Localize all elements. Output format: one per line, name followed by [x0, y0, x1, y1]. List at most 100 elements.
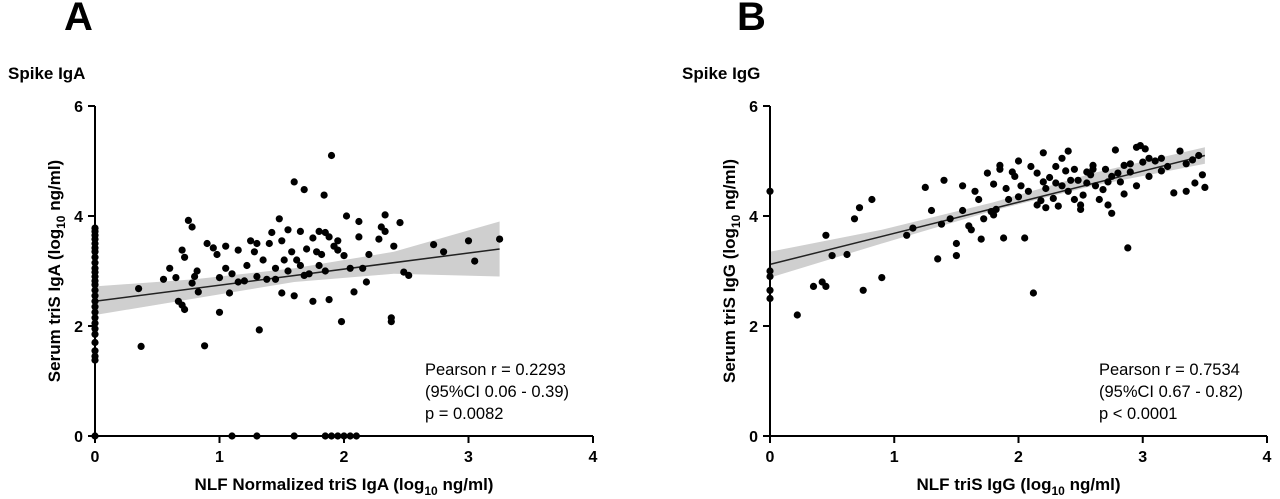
- x-tick-label: 4: [589, 449, 598, 466]
- x-tick-label: 0: [766, 449, 775, 466]
- data-point: [280, 256, 288, 264]
- data-point: [340, 252, 348, 260]
- data-point: [184, 216, 192, 224]
- data-point: [381, 211, 389, 219]
- data-point: [290, 178, 298, 186]
- data-point: [355, 233, 363, 241]
- panel-b: B Spike IgG 0 1 2 3 4 0 2 4 6 NLF triS IgG (log1…: [682, 0, 1272, 498]
- data-point: [921, 183, 929, 191]
- data-point: [1017, 182, 1025, 190]
- data-point: [1157, 154, 1165, 162]
- data-point: [793, 311, 801, 319]
- data-point: [396, 219, 404, 227]
- data-point: [1108, 209, 1116, 217]
- data-point: [305, 270, 313, 278]
- data-point: [992, 205, 1000, 213]
- data-point: [253, 272, 261, 281]
- data-point: [284, 226, 292, 234]
- data-point: [850, 215, 859, 223]
- data-point: [1000, 234, 1008, 242]
- data-point: [309, 234, 317, 242]
- x-tick-label: 1: [215, 449, 224, 466]
- data-point: [181, 305, 189, 314]
- data-point: [1039, 149, 1047, 157]
- data-point: [234, 246, 242, 254]
- data-point: [1198, 171, 1206, 179]
- data-point: [952, 252, 961, 260]
- data-point: [937, 220, 946, 228]
- data-point: [1111, 146, 1119, 154]
- data-point: [253, 239, 261, 248]
- y-tick-label: 2: [74, 319, 83, 336]
- data-point: [940, 176, 948, 184]
- data-point: [228, 270, 236, 278]
- data-point: [1091, 182, 1100, 190]
- data-point: [188, 223, 196, 231]
- data-point: [1170, 189, 1178, 197]
- y-tick-label: 0: [74, 429, 83, 446]
- data-point: [430, 241, 438, 249]
- x-tick-label: 4: [1263, 449, 1272, 466]
- data-point: [265, 239, 273, 248]
- data-point: [1095, 195, 1103, 204]
- chart-title-a: Spike IgA: [8, 64, 85, 83]
- data-point: [934, 255, 942, 263]
- data-point: [903, 231, 911, 239]
- data-point: [325, 296, 333, 304]
- data-point: [172, 274, 180, 282]
- data-point: [1052, 179, 1060, 187]
- fit-line-a: [94, 248, 500, 302]
- chart-title-b: Spike IgG: [682, 64, 760, 83]
- data-point: [271, 275, 280, 283]
- data-point: [1182, 187, 1190, 195]
- data-point: [1077, 205, 1085, 213]
- data-point: [855, 204, 864, 212]
- stat-ci-a: (95%CI 0.06 - 0.39): [425, 383, 569, 401]
- data-point: [1042, 204, 1050, 212]
- data-point: [1049, 194, 1057, 202]
- data-point: [1132, 143, 1141, 151]
- data-point: [464, 237, 473, 245]
- data-point: [240, 277, 248, 285]
- data-point: [259, 256, 267, 264]
- data-point: [1058, 182, 1066, 190]
- y-axis-title-a: Serum triS IgA (log10 ng/ml): [45, 160, 68, 382]
- data-point: [296, 227, 304, 235]
- data-point: [980, 215, 988, 223]
- data-point: [1104, 201, 1112, 209]
- data-point: [387, 318, 395, 326]
- data-point: [1011, 172, 1019, 180]
- stats-box-b: Pearson r = 0.7534 (95%CI 0.67 - 0.82) p…: [1099, 361, 1243, 423]
- data-point: [1145, 172, 1153, 180]
- data-point: [1151, 157, 1159, 165]
- data-point: [166, 264, 174, 272]
- data-point: [971, 187, 979, 195]
- data-point: [868, 195, 876, 204]
- data-point: [1087, 171, 1095, 179]
- data-point: [828, 252, 836, 260]
- data-point: [990, 211, 998, 219]
- data-point: [1201, 183, 1209, 191]
- data-point: [1042, 184, 1050, 193]
- data-point: [1070, 165, 1078, 173]
- data-point: [822, 231, 830, 239]
- data-point: [201, 342, 209, 350]
- data-point: [1195, 151, 1203, 160]
- y-tick-label: 4: [749, 209, 758, 226]
- data-point: [1139, 158, 1147, 166]
- data-point: [215, 274, 224, 282]
- data-point: [215, 308, 224, 316]
- data-point: [250, 248, 258, 256]
- data-point: [191, 272, 199, 281]
- data-point: [1005, 195, 1013, 204]
- data-point: [278, 237, 286, 245]
- data-point: [983, 169, 992, 177]
- data-point: [1089, 165, 1097, 173]
- data-point: [1101, 165, 1110, 173]
- data-point: [1014, 193, 1023, 201]
- data-point: [194, 288, 202, 296]
- data-point: [188, 279, 196, 287]
- data-point: [327, 151, 336, 160]
- data-point: [318, 250, 326, 259]
